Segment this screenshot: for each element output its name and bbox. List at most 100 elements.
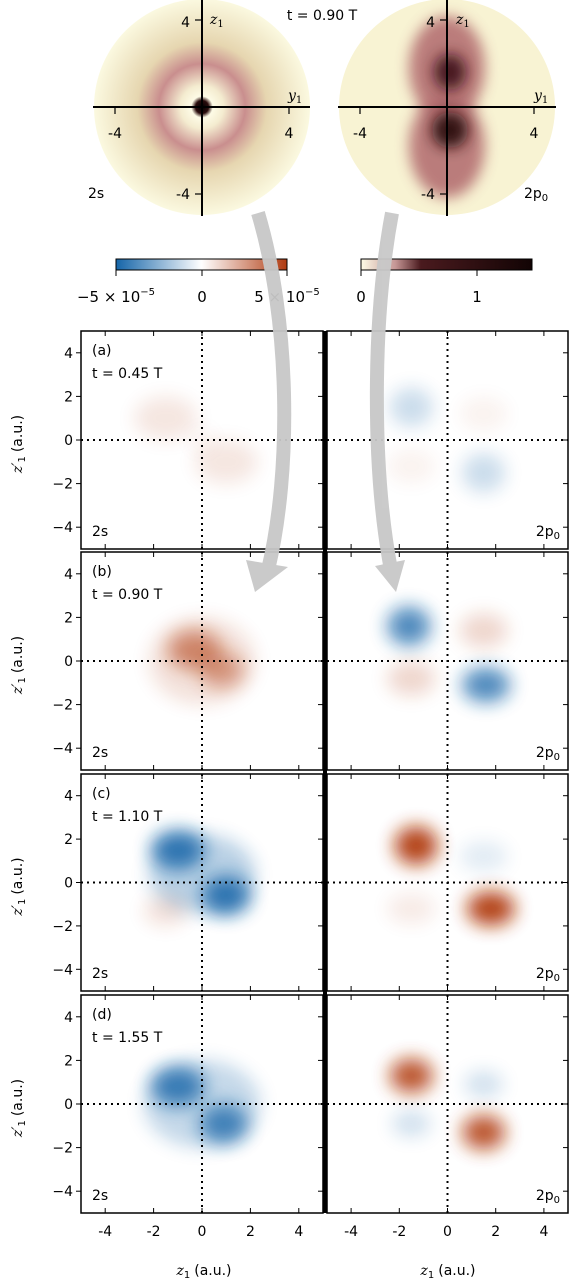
inset-2p0: -4 4 4 -4 z1 y1 2p0 (338, 0, 556, 216)
colorbar-difference-tick-min: −5 × 10−5 (77, 287, 155, 306)
x-tick-label: 2 (246, 1224, 255, 1240)
heatmap-blob (459, 613, 508, 648)
inset-2p0-horizontal-axis-label: y1 (533, 88, 548, 106)
colorbar-density: 0 1 (356, 258, 533, 306)
y-tick-label: 0 (64, 654, 73, 670)
heatmap-blob (466, 891, 515, 926)
panel-time: t = 0.45 T (92, 366, 163, 382)
panel-letter: (b) (92, 564, 112, 580)
heatmap-layer (81, 331, 568, 1213)
x-tick-label: -4 (98, 1224, 112, 1240)
panel-state-label: 2p0 (536, 745, 560, 763)
y-tick-label: 4 (64, 346, 73, 362)
y-tick-label: 4 (64, 1010, 73, 1026)
panel-state-label: 2p0 (536, 966, 560, 984)
y-tick-label: 2 (64, 1053, 73, 1069)
heatmap-blob (387, 893, 436, 924)
heatmap-blob (387, 661, 436, 696)
colorbar-density-bar (360, 258, 533, 271)
colorbar-density-tick-zero: 0 (356, 288, 366, 306)
y-tick-label: 0 (64, 433, 73, 449)
heatmap-blob (392, 1110, 431, 1137)
panel-time: t = 0.90 T (92, 587, 163, 603)
arrow-2s (251, 210, 292, 572)
y-tick-label: −2 (52, 698, 73, 714)
inset-2s-tick-v-top: 4 (181, 15, 190, 31)
panel-time: t = 1.10 T (92, 809, 163, 825)
arrows (246, 210, 405, 592)
heatmap-blob (464, 1071, 503, 1098)
heatmap-blob (387, 606, 431, 646)
y-tick-label: 4 (64, 567, 73, 583)
inset-2p0-tick-h-right: 4 (530, 126, 539, 142)
y-tick-label: 0 (64, 876, 73, 892)
x-axis-label-left: z1 (a.u.) (175, 1263, 231, 1280)
panel-letter: (d) (92, 1007, 112, 1023)
heatmap-blob (461, 1114, 506, 1150)
colorbar-density-tick-one: 1 (472, 288, 482, 306)
panel-letter: (a) (92, 343, 112, 359)
inset-2p0-tick-h-left: -4 (353, 126, 367, 142)
y-tick-label: 2 (64, 389, 73, 405)
x-tick-label: 2 (491, 1224, 500, 1240)
x-tick-label: 0 (198, 1224, 207, 1240)
panel-state-label: 2s (92, 524, 108, 540)
panel-state-label: 2p0 (536, 524, 560, 542)
colorbar-difference-tick-zero: 0 (197, 288, 207, 306)
heatmap-blob (461, 453, 506, 493)
colorbar-difference: −5 × 10−5 0 5 × 10−5 (77, 258, 320, 306)
heatmap-blob (148, 834, 256, 913)
colorbar-difference-bar (115, 258, 288, 271)
y-tick-label: −2 (52, 919, 73, 935)
panel-state-label: 2s (92, 745, 108, 761)
heatmap-blob (394, 826, 438, 866)
heatmap-blob (134, 396, 198, 441)
y-tick-label: −4 (52, 1184, 73, 1200)
x-tick-label: -2 (147, 1224, 161, 1240)
inset-2p0-tick-v-top: 4 (426, 15, 435, 31)
y-tick-label: −4 (52, 520, 73, 536)
arrow-2p0 (369, 211, 399, 572)
panel-state-label: 2p0 (536, 1188, 560, 1206)
heatmap-blob (389, 1058, 434, 1094)
inset-2s-horizontal-axis-label: y1 (287, 88, 302, 106)
inset-2s: -4 4 4 -4 z1 y1 2s (88, 0, 310, 216)
x-tick-label: 4 (294, 1224, 303, 1240)
inset-2p0-state-label: 2p0 (524, 186, 548, 204)
heatmap-blob (459, 841, 508, 872)
inset-2p0-tick-v-bottom: -4 (421, 187, 435, 203)
x-tick-label: 0 (443, 1224, 452, 1240)
y-axis-label: z′1(a.u.) (10, 636, 28, 695)
inset-2s-tick-h-left: -4 (108, 126, 122, 142)
inset-2s-state-label: 2s (88, 186, 104, 202)
heatmap-blob (389, 387, 434, 427)
panel-state-label: 2s (92, 966, 108, 982)
heatmap-blob (387, 448, 436, 484)
heatmap-blob (459, 396, 508, 432)
x-tick-label: 4 (539, 1224, 548, 1240)
y-tick-label: 0 (64, 1097, 73, 1113)
panel-state-label: 2s (92, 1188, 108, 1204)
inset-2s-tick-v-bottom: -4 (176, 187, 190, 203)
y-tick-label: 4 (64, 789, 73, 805)
inset-2s-vertical-axis-label: z1 (209, 12, 224, 30)
inset-time-label: t = 0.90 T (287, 8, 358, 24)
heatmap-blob (143, 895, 188, 926)
y-tick-label: −2 (52, 477, 73, 493)
panel-letter: (c) (92, 786, 111, 802)
inset-2p0-vertical-axis-label: z1 (455, 12, 470, 30)
y-tick-label: 2 (64, 610, 73, 626)
panel-frames: (a) t = 0.45 T 4 2 0 −2 −4 z′1(a.u.) 2s 2p0 (b) t =… (10, 330, 569, 1240)
inset-2s-tick-h-right: 4 (285, 126, 294, 142)
y-axis-label: z′1(a.u.) (10, 857, 28, 916)
y-axis-label: z′1(a.u.) (10, 415, 28, 474)
x-axis-label-right: z1 (a.u.) (419, 1263, 475, 1280)
panel-time: t = 1.55 T (92, 1030, 163, 1046)
y-tick-label: −4 (52, 962, 73, 978)
y-axis-label: z′1(a.u.) (10, 1079, 28, 1138)
y-tick-label: −2 (52, 1141, 73, 1157)
x-tick-label: -2 (392, 1224, 406, 1240)
arrow-2p0-head (375, 560, 405, 592)
x-tick-label: -4 (344, 1224, 358, 1240)
